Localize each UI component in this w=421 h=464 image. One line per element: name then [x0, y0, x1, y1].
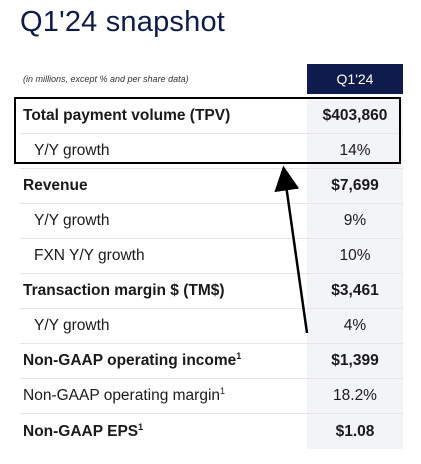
table-row-eps: Non-GAAP EPS1 $1.08: [20, 414, 403, 449]
row-value: 4%: [343, 317, 367, 334]
row-value: 10%: [339, 247, 371, 264]
row-label: Y/Y growth: [34, 142, 110, 159]
table-row-operating-income: Non-GAAP operating income1 $1,399: [20, 344, 403, 379]
table-row-revenue-growth: Y/Y growth 9%: [20, 204, 403, 239]
row-value: $1.08: [335, 422, 375, 440]
table-row-tpv: Total payment volume (TPV) $403,860: [20, 99, 403, 134]
row-value: $403,860: [322, 107, 388, 124]
footnote-marker: 1: [220, 385, 226, 396]
row-value: 14%: [339, 142, 371, 159]
row-label: Transaction margin $ (TM$): [23, 282, 225, 299]
row-value: $1,399: [331, 352, 379, 369]
table-row-revenue: Revenue $7,699: [20, 169, 403, 204]
row-value: $7,699: [331, 177, 379, 194]
row-label: Non-GAAP operating income1: [23, 350, 242, 369]
row-value: 9%: [343, 212, 367, 229]
page-title: Q1'24 snapshot: [20, 6, 226, 38]
row-label: Non-GAAP operating margin1: [23, 385, 226, 404]
row-label: FXN Y/Y growth: [34, 247, 145, 264]
row-label: Revenue: [23, 177, 88, 194]
snapshot-table: Total payment volume (TPV) $403,860 Y/Y …: [20, 99, 403, 449]
table-row-tm-growth: Y/Y growth 4%: [20, 309, 403, 344]
table-subheader: (in millions, except % and per share dat…: [20, 64, 403, 94]
row-value: 18.2%: [333, 387, 377, 404]
footnote-marker: 1: [236, 350, 242, 361]
row-label: Non-GAAP EPS1: [23, 421, 144, 440]
row-label: Y/Y growth: [34, 212, 110, 229]
row-label: Total payment volume (TPV): [23, 107, 231, 124]
footnote-marker: 1: [138, 421, 144, 432]
row-value: $3,461: [331, 282, 379, 299]
units-note: (in millions, except % and per share dat…: [23, 74, 189, 84]
period-column-header: Q1'24: [307, 64, 403, 94]
table-row-transaction-margin: Transaction margin $ (TM$) $3,461: [20, 274, 403, 309]
table-row-operating-margin: Non-GAAP operating margin1 18.2%: [20, 379, 403, 414]
table-row-tpv-growth: Y/Y growth 14%: [20, 134, 403, 169]
table-row-fxn-growth: FXN Y/Y growth 10%: [20, 239, 403, 274]
row-label: Y/Y growth: [34, 317, 110, 334]
